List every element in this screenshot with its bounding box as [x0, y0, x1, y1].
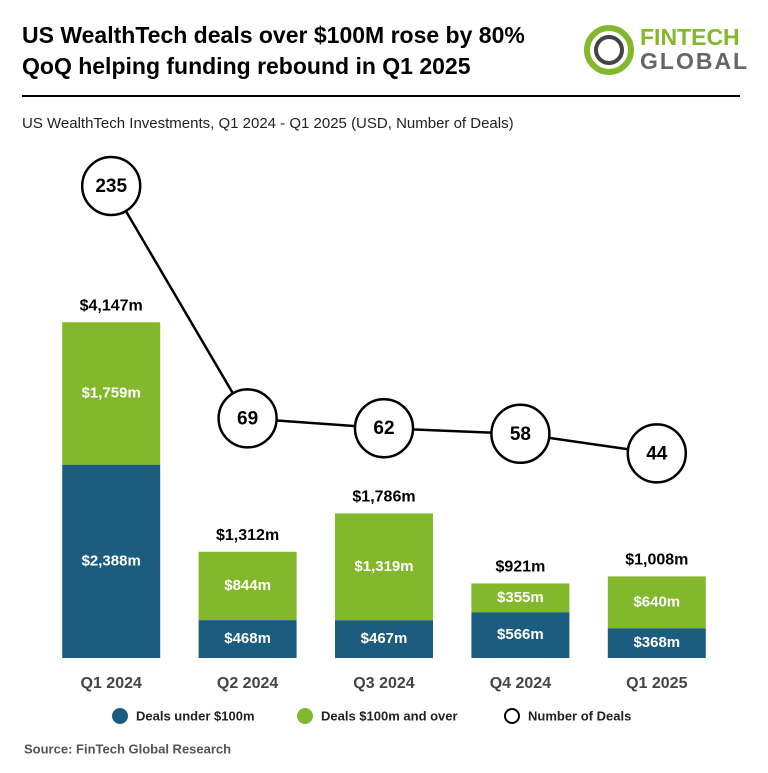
segment-label: $468m	[224, 630, 271, 647]
logo-ring	[584, 25, 634, 75]
segment-label: $355m	[497, 589, 544, 606]
logo-text: FINTECH	[640, 24, 740, 50]
legend-label: Number of Deals	[528, 708, 631, 723]
segment-label: $566m	[497, 626, 544, 643]
legend-label: Deals under $100m	[136, 708, 255, 723]
chart-title: US WealthTech deals over $100M rose by 8…	[22, 22, 525, 48]
deals-label: 235	[95, 176, 127, 197]
chart-subtitle: US WealthTech Investments, Q1 2024 - Q1 …	[22, 115, 514, 132]
deals-marker	[353, 397, 415, 459]
x-tick-label: Q4 2024	[490, 675, 551, 692]
legend-swatch	[112, 708, 128, 724]
x-tick-label: Q1 2024	[81, 675, 142, 692]
x-tick-label: Q2 2024	[217, 675, 278, 692]
deals-marker	[80, 155, 142, 217]
total-label: $1,786m	[352, 489, 415, 506]
total-label: $1,008m	[625, 552, 688, 569]
source: Source: FinTech Global Research	[24, 741, 231, 756]
bar-segment	[62, 464, 161, 658]
bar-segment	[607, 628, 706, 658]
total-label: $4,147m	[80, 297, 143, 314]
segment-label: $2,388m	[82, 552, 141, 569]
segment-label: $640m	[633, 593, 680, 610]
deals-marker	[490, 403, 551, 465]
segment-label: $844m	[224, 577, 271, 594]
chart-title: QoQ helping funding rebound in Q1 2025	[22, 53, 471, 79]
deals-marker	[217, 388, 278, 449]
bar-segment	[62, 322, 161, 465]
logo: FINTECH GLOBAL	[584, 24, 749, 75]
legend-swatch	[297, 708, 313, 724]
legend-swatch	[504, 708, 520, 724]
deals-marker	[626, 423, 688, 484]
segment-label: $1,319m	[354, 558, 413, 575]
bar-segment	[198, 551, 297, 621]
deals-label: 62	[373, 418, 394, 439]
segment-label: $467m	[361, 630, 408, 647]
bar-segment	[335, 513, 433, 621]
logo-ring	[594, 35, 624, 65]
x-tick-label: Q3 2024	[353, 675, 414, 692]
bar-segment	[607, 576, 706, 629]
deals-label: 69	[237, 408, 258, 429]
segment-label: $368m	[633, 634, 680, 651]
bar-segment	[198, 620, 297, 658]
bar-segment	[471, 612, 570, 658]
bar-segment	[335, 620, 433, 658]
logo-text: GLOBAL	[640, 48, 749, 74]
deals-label: 58	[510, 424, 531, 445]
x-tick-label: Q1 2025	[626, 675, 687, 692]
legend-label: Deals $100m and over	[321, 708, 458, 723]
deals-label: 44	[646, 443, 668, 464]
total-label: $921m	[495, 559, 545, 576]
total-label: $1,312m	[216, 527, 279, 544]
bar-segment	[471, 583, 570, 613]
segment-label: $1,759m	[82, 384, 141, 401]
